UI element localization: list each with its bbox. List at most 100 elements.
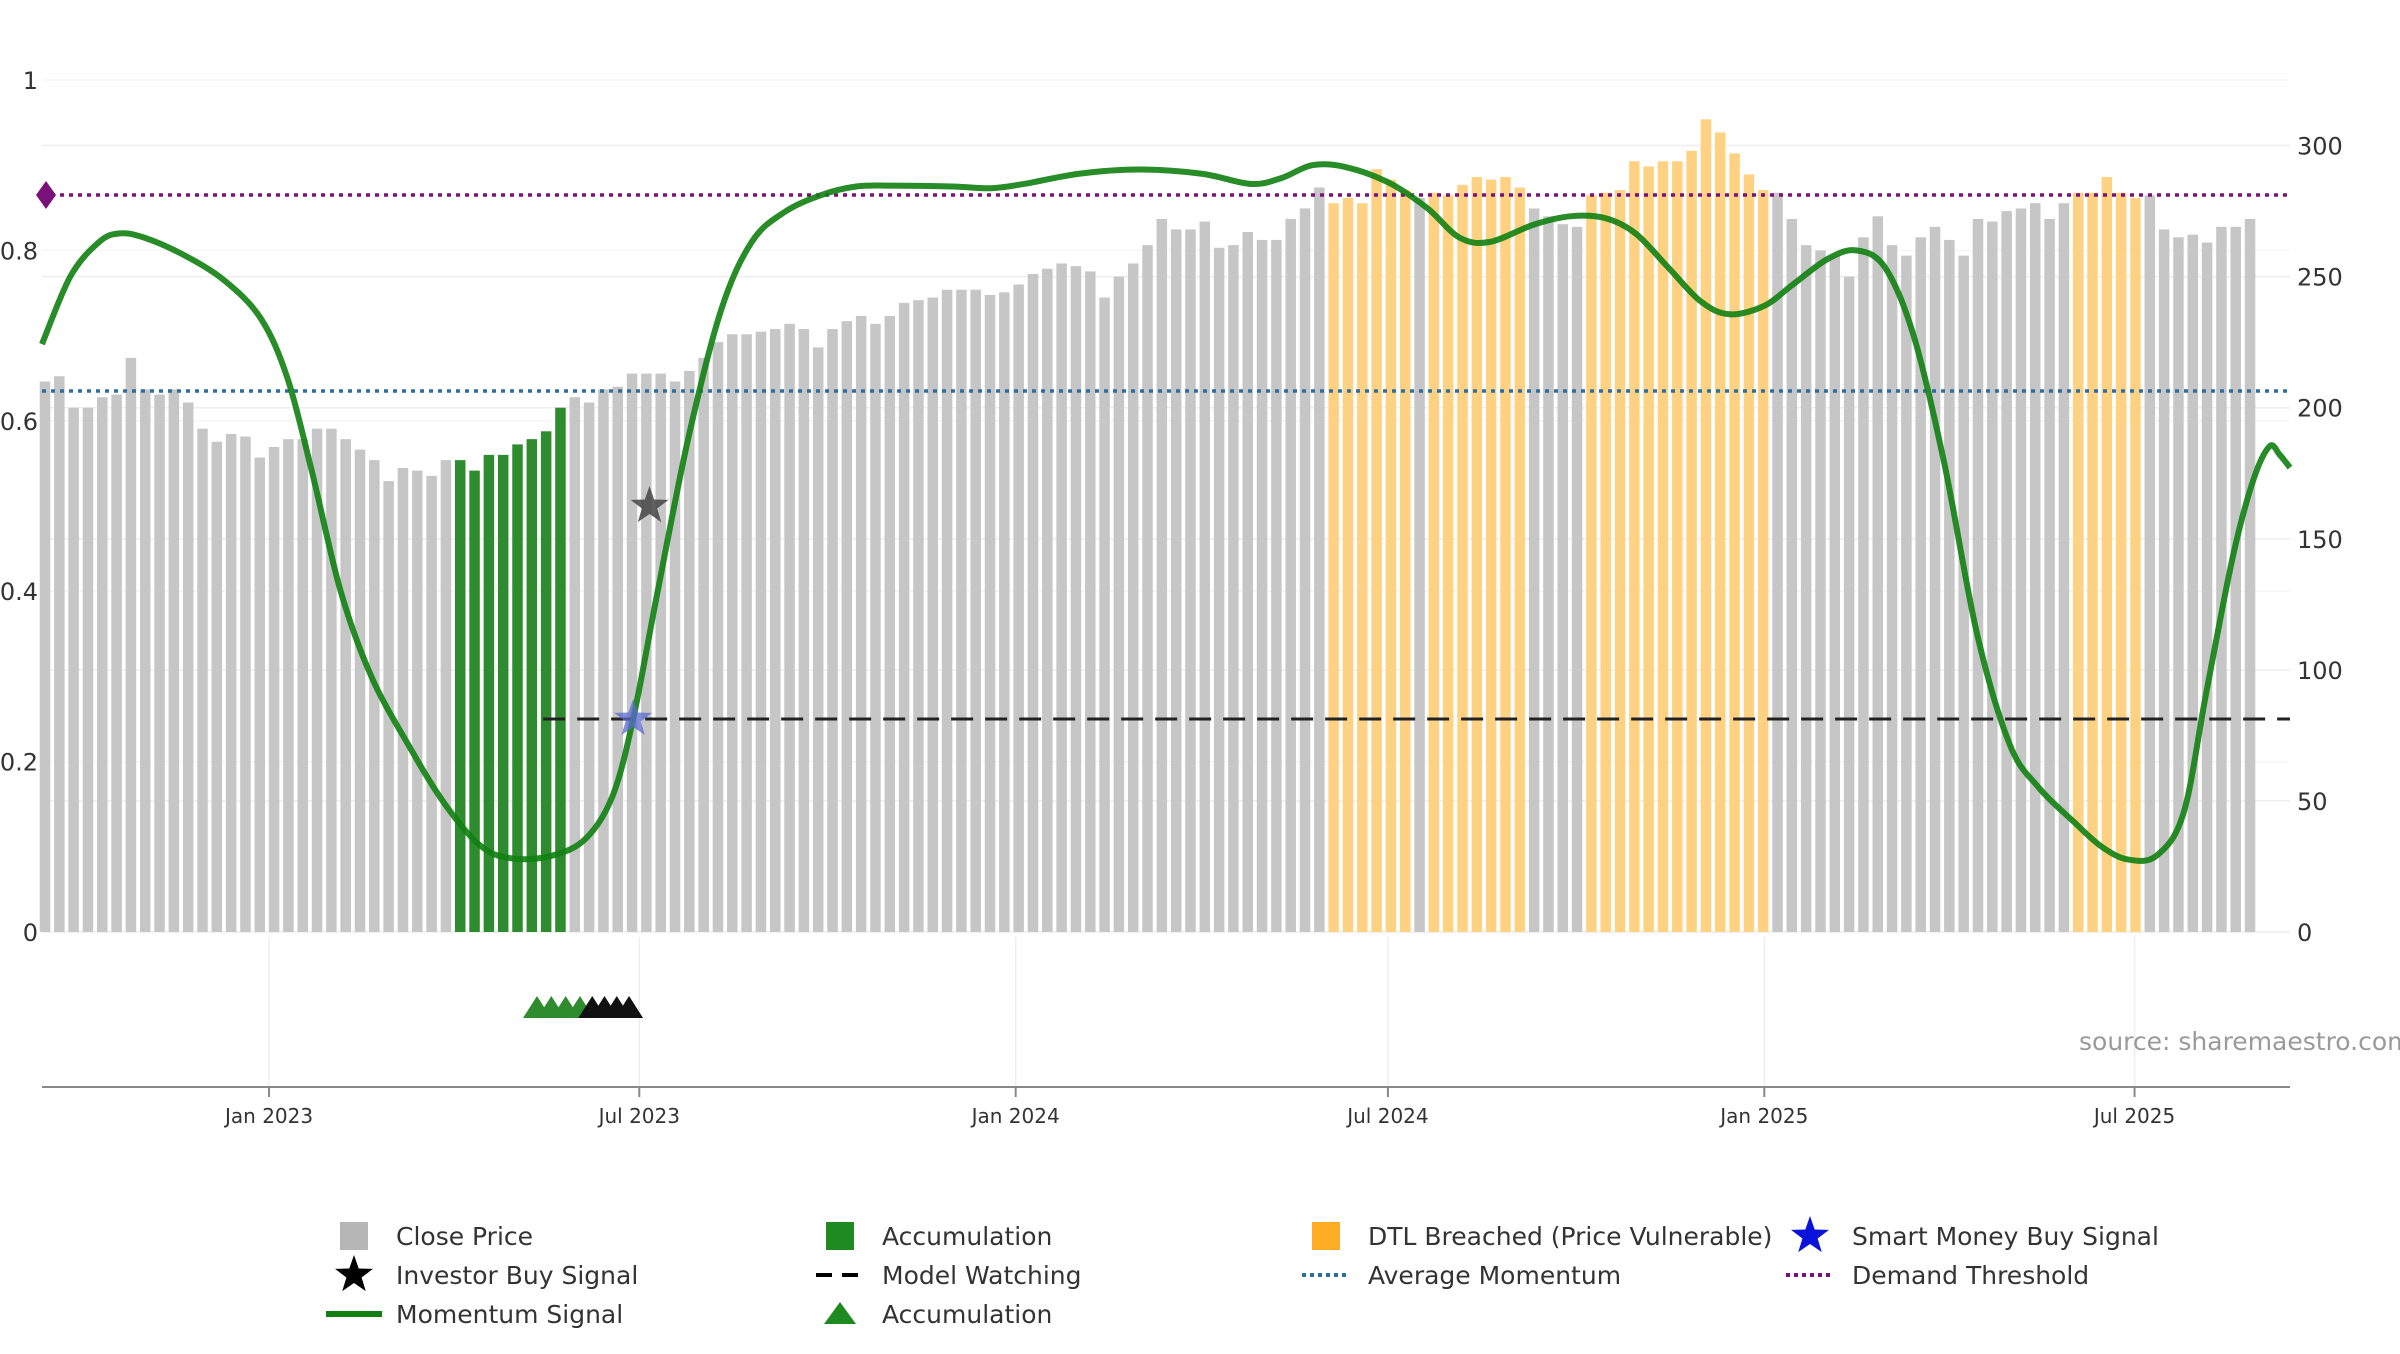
close-price-bar xyxy=(612,386,623,933)
close-price-bar xyxy=(2187,234,2199,932)
close-price-bar xyxy=(1987,221,1998,932)
close-price-bar xyxy=(1099,297,1110,932)
x-tick-label: Jul 2023 xyxy=(597,1104,680,1128)
close-price-bar xyxy=(354,449,366,932)
close-price-bar xyxy=(326,428,337,932)
x-tick-label: Jan 2024 xyxy=(970,1104,1060,1128)
right-tick-label: 150 xyxy=(2297,526,2343,554)
close-price-bar xyxy=(769,329,781,932)
close-price-bar xyxy=(1242,232,1254,933)
close-price-bar xyxy=(1170,229,1182,933)
x-tick-label: Jul 2025 xyxy=(2092,1104,2175,1128)
close-price-bar xyxy=(1199,221,1211,932)
close-price-bar xyxy=(139,389,151,932)
close-price-bar xyxy=(1972,218,1984,933)
close-price-bar xyxy=(1772,192,1783,933)
close-price-bar xyxy=(1156,218,1168,933)
legend-star-icon xyxy=(334,1255,374,1292)
close-price-bar xyxy=(913,300,924,932)
close-price-bar xyxy=(1915,237,1926,933)
close-price-bar xyxy=(2201,242,2213,932)
close-price-bar xyxy=(2144,195,2156,933)
legend-item: Demand Threshold xyxy=(1786,1261,2089,1290)
accumulation-triangle-black xyxy=(615,996,644,1018)
legend-item: Smart Money Buy Signal xyxy=(1790,1216,2159,1253)
close-price-bar xyxy=(784,323,795,932)
close-price-bar xyxy=(1084,271,1096,932)
dtl-breached-bar xyxy=(1400,190,1411,932)
close-price-bar xyxy=(111,394,122,933)
dtl-breached-bar xyxy=(1385,179,1397,932)
lines-layer xyxy=(36,161,2293,864)
legend-label: Momentum Signal xyxy=(396,1300,623,1329)
close-price-bar xyxy=(1070,266,1082,932)
left-tick-label: 0.6 xyxy=(0,408,38,436)
smart-money-buy-star xyxy=(614,699,653,736)
source-label: source: sharemaestro.com xyxy=(2079,1027,2400,1056)
right-tick-label: 250 xyxy=(2297,264,2343,292)
dtl-breached-bar xyxy=(1672,161,1683,932)
close-price-bar xyxy=(855,315,867,932)
right-tick-label: 0 xyxy=(2297,919,2312,947)
dtl-breached-bar xyxy=(1715,132,1726,932)
close-price-bar xyxy=(1042,268,1053,933)
close-price-bar xyxy=(2158,229,2170,933)
x-tick-label: Jul 2024 xyxy=(1345,1104,1428,1128)
dtl-breached-bar xyxy=(2130,197,2141,932)
close-price-bar xyxy=(741,334,752,932)
close-price-bar xyxy=(1256,239,1268,933)
close-price-bar xyxy=(1543,216,1554,932)
x-tick-label: Jan 2023 xyxy=(223,1104,313,1128)
left-tick-label: 0 xyxy=(23,919,38,947)
legend-item: Accumulation xyxy=(826,1222,1052,1251)
dtl-breached-bar xyxy=(1629,161,1640,932)
close-price-bar xyxy=(1027,273,1039,932)
close-price-bar xyxy=(2244,218,2256,933)
close-price-bar xyxy=(254,457,266,932)
right-tick-label: 300 xyxy=(2297,133,2343,161)
close-price-bar xyxy=(898,302,910,932)
close-price-bar xyxy=(39,381,51,932)
close-price-bar xyxy=(125,357,137,933)
dtl-breached-bar xyxy=(1700,119,1712,933)
close-price-bar xyxy=(569,397,581,932)
close-price-bar xyxy=(698,357,709,933)
close-price-bar xyxy=(182,402,194,932)
close-price-bar xyxy=(827,329,838,932)
close-price-bar xyxy=(2044,218,2055,933)
dtl-breached-bar xyxy=(1686,150,1697,932)
close-price-bar xyxy=(1858,237,1869,933)
legend-label: Average Momentum xyxy=(1368,1261,1621,1290)
dtl-breached-bar xyxy=(1328,203,1339,933)
close-price-bar xyxy=(870,323,881,932)
legend-swatch xyxy=(826,1222,854,1250)
close-price-bar xyxy=(1528,208,1540,932)
accumulation-bar xyxy=(497,454,509,932)
dtl-breached-bar xyxy=(2115,192,2127,933)
close-price-bar xyxy=(941,289,953,932)
dtl-breached-bar xyxy=(1342,197,1354,932)
x-tick-label: Jan 2025 xyxy=(1718,1104,1808,1128)
close-price-bar xyxy=(311,428,323,932)
close-price-bar xyxy=(1786,218,1798,933)
close-price-bar xyxy=(412,470,423,932)
legend-item: Investor Buy Signal xyxy=(334,1255,638,1292)
right-tick-label: 200 xyxy=(2297,395,2343,423)
close-price-bar xyxy=(1557,224,1569,932)
accumulation-bar xyxy=(454,460,466,932)
close-price-bar xyxy=(1843,276,1855,933)
close-price-bar xyxy=(655,373,666,932)
close-price-bar xyxy=(340,439,351,932)
legend-item: Accumulation xyxy=(824,1300,1052,1329)
dtl-breached-bar xyxy=(1428,192,1440,933)
close-price-bar xyxy=(812,347,824,932)
accumulation-bar xyxy=(469,470,480,932)
close-price-bar xyxy=(225,433,237,932)
dtl-breached-bar xyxy=(1643,166,1654,933)
close-price-bar xyxy=(755,331,767,932)
close-price-bar xyxy=(2030,203,2041,933)
momentum-signal-line xyxy=(39,161,2293,864)
legend-item: Close Price xyxy=(340,1222,533,1251)
